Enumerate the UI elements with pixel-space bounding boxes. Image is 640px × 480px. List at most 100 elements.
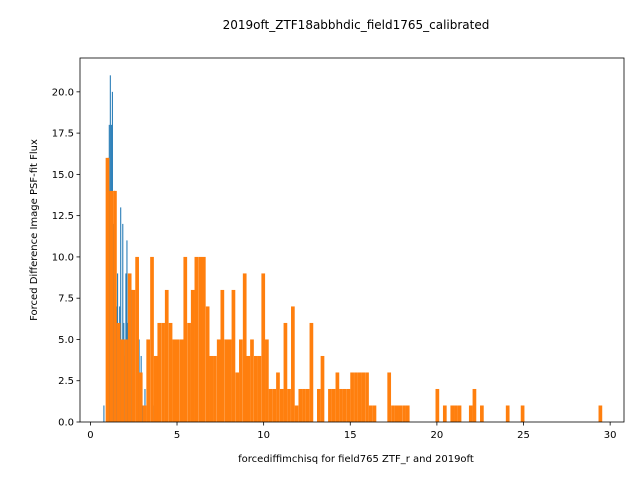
- histogram-bar: [505, 405, 510, 422]
- histogram-bar: [242, 273, 247, 422]
- histogram-bar: [235, 372, 240, 422]
- histogram-bar: [175, 339, 180, 422]
- histogram-bar: [302, 388, 306, 422]
- histogram-bar: [276, 372, 280, 422]
- ticks-layer: 0 5 10 15 20 25 30 0.0 2.5 5.0 7.5 10.0 12.5 15.0 17.5…: [52, 87, 617, 441]
- histogram-bar: [179, 339, 184, 422]
- histogram-bar: [279, 388, 284, 422]
- histogram-bar: [187, 322, 191, 422]
- histogram-bar: [172, 339, 177, 422]
- histogram-bar: [153, 355, 158, 422]
- histogram-bar: [305, 388, 310, 422]
- histogram-bar: [405, 405, 410, 422]
- histogram-bar: [131, 289, 136, 422]
- histogram-bar: [339, 388, 343, 422]
- axes-layer: [79, 57, 625, 423]
- y-tick-label: 7.5: [58, 294, 74, 305]
- histogram-bar: [190, 289, 195, 422]
- histogram-bar: [268, 388, 273, 422]
- histogram-bar: [124, 339, 128, 422]
- histogram-bar: [239, 339, 243, 422]
- plot-frame: [79, 57, 625, 423]
- histogram-bar: [216, 339, 221, 422]
- histogram-bar: [291, 306, 295, 422]
- histogram-bar: [122, 223, 124, 422]
- histogram-bar: [398, 405, 403, 422]
- histogram-bar: [335, 372, 340, 422]
- histogram-bar: [105, 157, 110, 422]
- x-tick-label: 30: [604, 430, 617, 441]
- histogram-bar: [120, 207, 122, 422]
- histogram-bar: [283, 322, 288, 422]
- histogram-bar: [442, 405, 447, 422]
- histogram-bar: [150, 256, 154, 422]
- y-axis-title: Forced Difference Image PSF-fit Flux: [29, 139, 40, 321]
- histogram-bar: [157, 322, 162, 422]
- y-tick-label: 5.0: [58, 335, 74, 346]
- histogram-bar: [209, 355, 214, 422]
- histogram-bar: [205, 306, 210, 422]
- histogram-bar: [194, 256, 199, 422]
- histogram-bar: [354, 372, 358, 422]
- bars-layer: [103, 75, 603, 423]
- histogram-bar: [298, 388, 303, 422]
- histogram-bar: [138, 372, 143, 422]
- histogram-bar: [394, 405, 399, 422]
- x-axis-title: forcediffimchisq for field765 ZTF_r and …: [238, 454, 474, 465]
- histogram-bar: [272, 388, 277, 422]
- histogram-bar: [372, 405, 377, 422]
- histogram-bar: [472, 388, 477, 422]
- histogram-bar: [402, 405, 406, 422]
- histogram-bar: [350, 372, 354, 422]
- histogram-bar: [164, 289, 169, 422]
- histogram-bar: [113, 190, 117, 422]
- y-tick-label: 15.0: [52, 170, 74, 181]
- histogram-bar: [294, 405, 299, 422]
- histogram-bar: [250, 339, 254, 422]
- y-tick-label: 12.5: [52, 211, 74, 222]
- histogram-bar: [183, 256, 188, 422]
- y-tick-label: 0.0: [58, 418, 74, 429]
- histogram-bar: [361, 372, 366, 422]
- histogram-bar: [213, 355, 217, 422]
- histogram-bar: [317, 388, 321, 422]
- histogram-bar: [201, 256, 206, 422]
- histogram-bar: [135, 256, 139, 422]
- histogram-bar: [257, 355, 262, 422]
- histogram-bar: [331, 388, 336, 422]
- histogram-bar: [320, 355, 325, 422]
- histogram-bar: [227, 339, 232, 422]
- y-tick-label: 10.0: [52, 252, 74, 263]
- histogram-bar: [116, 322, 121, 422]
- y-tick-label: 2.5: [58, 376, 74, 387]
- histogram-bar: [454, 405, 458, 422]
- histogram-bar: [365, 372, 369, 422]
- histogram-bar: [598, 405, 603, 422]
- x-tick-label: 15: [344, 430, 357, 441]
- histogram-bar: [220, 289, 225, 422]
- x-tick-label: 0: [87, 430, 93, 441]
- histogram-bar: [391, 405, 395, 422]
- histogram-bar: [368, 405, 373, 422]
- histogram-bar: [287, 388, 291, 422]
- y-tick-label: 17.5: [52, 129, 74, 140]
- histogram-bar: [468, 405, 473, 422]
- x-tick-label: 25: [517, 430, 530, 441]
- histogram-bar: [387, 372, 392, 422]
- histogram-bar: [246, 355, 251, 422]
- histogram-bar: [103, 405, 105, 422]
- x-tick-label: 10: [257, 430, 270, 441]
- histogram-bar: [357, 372, 362, 422]
- histogram-bar: [457, 405, 462, 422]
- histogram-bar: [146, 339, 151, 422]
- histogram-bar: [261, 273, 266, 422]
- histogram-bar: [120, 339, 125, 422]
- x-tick-label: 20: [431, 430, 444, 441]
- histogram-bar: [127, 273, 132, 422]
- x-tick-label: 5: [174, 430, 180, 441]
- histogram-bar: [224, 339, 229, 422]
- histogram-bar: [435, 388, 440, 422]
- histogram-bar: [161, 322, 165, 422]
- histogram-bar: [231, 289, 236, 422]
